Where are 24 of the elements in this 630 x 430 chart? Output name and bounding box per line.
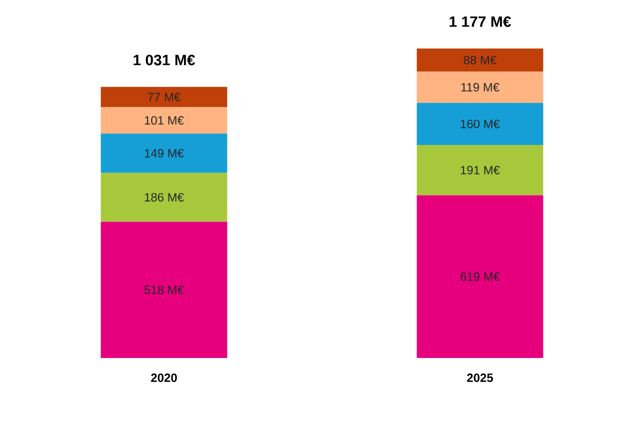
data-label: 518 M€: [144, 286, 184, 294]
bar: [100, 107, 228, 134]
data-label: 101 M€: [144, 116, 184, 125]
total-label: 1 177 M€: [450, 16, 511, 27]
bar: [416, 102, 544, 145]
bar: [416, 195, 544, 358]
data-label: 186 M€: [144, 193, 184, 202]
bar: [416, 48, 544, 72]
data-label: 619 M€: [460, 272, 500, 281]
bar: [416, 72, 544, 103]
bar: [100, 222, 228, 358]
bar: [100, 134, 228, 173]
x-tick-label: 2020: [151, 374, 177, 382]
bar: [100, 86, 228, 108]
data-label: 88 M€: [464, 56, 496, 64]
data-label: 149 M€: [144, 149, 184, 158]
data-label: 119 M€: [461, 83, 500, 92]
bar: [100, 172, 228, 222]
data-label: 191 M€: [460, 166, 500, 174]
data-label: 160 M€: [460, 120, 500, 128]
data-label: 77 M€: [148, 92, 180, 102]
total-label: 1 031 M€: [134, 54, 195, 66]
bar: [416, 144, 544, 196]
x-tick-label: 2025: [467, 374, 493, 382]
